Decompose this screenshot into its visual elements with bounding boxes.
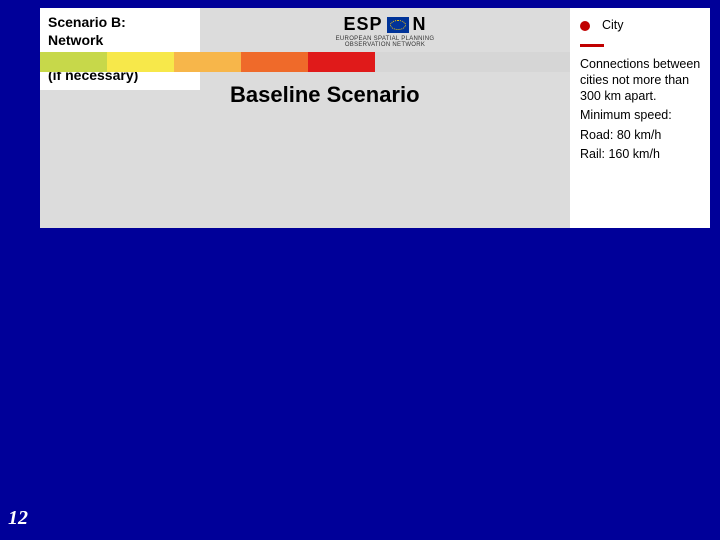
- legend-line2: Minimum speed:: [580, 108, 702, 124]
- strip-seg: [107, 52, 174, 72]
- legend-city-label: City: [602, 18, 624, 34]
- eu-flag-icon: [387, 17, 409, 33]
- connection-line-icon: [580, 44, 604, 47]
- title-box: Scenario B: Network improvements (if nec…: [40, 8, 200, 90]
- logo-row: ESP N: [315, 14, 455, 35]
- top-panel: Scenario B: Network improvements (if nec…: [40, 8, 710, 228]
- legend-city-row: City: [580, 18, 702, 34]
- strip-seg: [442, 52, 509, 72]
- city-dot-icon: [580, 21, 590, 31]
- logo-text-n: N: [413, 14, 427, 35]
- slide: Scenario B: Network improvements (if nec…: [0, 0, 720, 540]
- logo-text: ESP: [343, 14, 382, 35]
- strip-seg: [241, 52, 308, 72]
- page-number: 12: [8, 507, 28, 530]
- title-line-2: Network: [48, 32, 192, 50]
- strip-seg: [40, 52, 107, 72]
- title-line-1: Scenario B:: [48, 14, 192, 32]
- legend: City Connections between cities not more…: [570, 8, 710, 228]
- legend-line1: Connections between cities not more than…: [580, 57, 702, 104]
- strip-seg: [375, 52, 442, 72]
- subtitle: Baseline Scenario: [230, 82, 420, 108]
- legend-text: Connections between cities not more than…: [580, 57, 702, 163]
- strip-seg: [509, 52, 576, 72]
- logo-subtext: EUROPEAN SPATIAL PLANNING OBSERVATION NE…: [315, 36, 455, 48]
- legend-line3: Road: 80 km/h: [580, 128, 702, 144]
- strip-seg: [174, 52, 241, 72]
- strip-seg: [308, 52, 375, 72]
- logo: ESP N EUROPEAN SPATIAL PLANNING OBSERVAT…: [315, 14, 455, 48]
- legend-line4: Rail: 160 km/h: [580, 147, 702, 163]
